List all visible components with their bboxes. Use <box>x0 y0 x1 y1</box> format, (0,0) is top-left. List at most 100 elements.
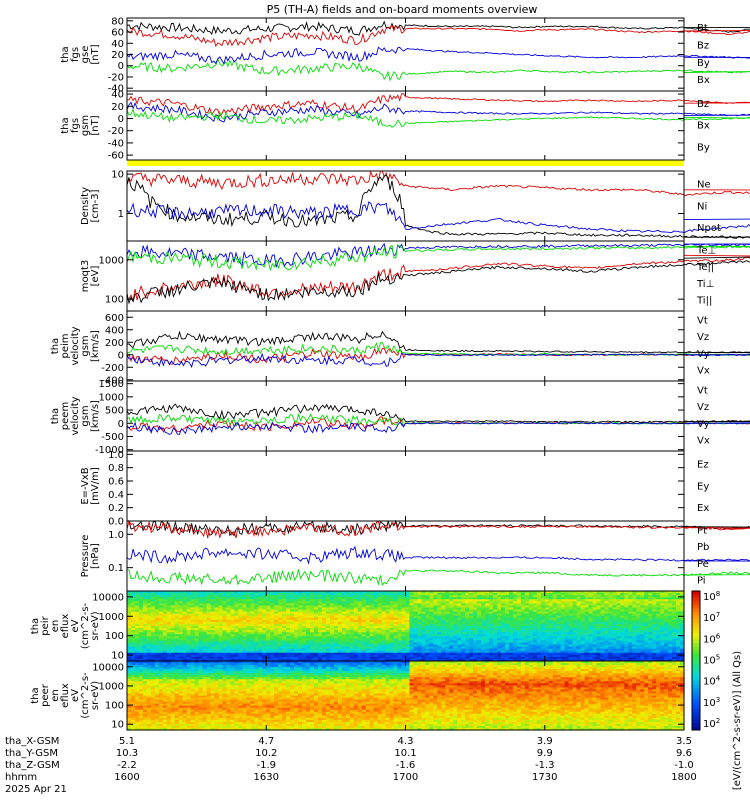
spectrogram-cell <box>524 613 530 617</box>
spectrogram-cell <box>441 609 446 613</box>
spectrogram-cell <box>576 640 582 644</box>
spectrogram-cell <box>628 621 633 625</box>
spectrogram-cell <box>668 646 673 650</box>
spectrogram-cell <box>516 595 522 598</box>
spectrogram-cell <box>290 615 295 619</box>
spectrogram-cell <box>166 597 172 600</box>
spectrogram-cell <box>385 593 391 596</box>
spectrogram-cell <box>528 601 534 604</box>
spectrogram-cell <box>584 640 590 644</box>
spectrogram-cell <box>194 597 200 600</box>
spectrogram-cell <box>218 636 224 639</box>
spectrogram-cell <box>421 632 426 635</box>
spectrogram-cell <box>672 619 677 623</box>
spectrogram-cell <box>413 638 419 642</box>
spectrogram-cell <box>652 632 657 635</box>
spectrogram-cell <box>536 593 542 596</box>
spectrogram-cell <box>127 652 132 656</box>
spectrogram-cell <box>588 652 594 656</box>
spectrogram-cell <box>238 591 243 594</box>
spectrogram-cell <box>250 623 255 627</box>
spectrogram-cell <box>202 642 208 646</box>
spectrogram-cell <box>230 603 236 607</box>
spectrogram-cell <box>138 634 144 637</box>
spectrogram-cell <box>656 644 661 648</box>
spectrogram-cell <box>353 621 359 625</box>
spectrogram-cell <box>226 623 232 627</box>
spectrogram-cell <box>262 654 267 658</box>
spectrogram-cell <box>242 607 247 611</box>
spectrogram-cell <box>218 656 224 660</box>
spectrogram-cell <box>477 591 482 594</box>
spectrogram-cell <box>656 656 661 660</box>
spectrogram-cell <box>477 626 482 629</box>
spectrogram-cell <box>214 609 220 613</box>
spectrogram-cell <box>162 650 168 654</box>
spectrogram-cell <box>473 623 478 627</box>
spectrogram-cell <box>321 646 327 650</box>
spectrogram-cell <box>580 595 586 598</box>
spectrogram-cell <box>206 644 212 648</box>
spectrogram-cell <box>441 658 446 662</box>
spectrogram-cell <box>624 654 629 658</box>
spectrogram-cell <box>353 630 359 633</box>
spectrogram-cell <box>170 621 176 625</box>
y-tick-label: 0.8 <box>108 463 124 474</box>
spectrogram-cell <box>206 615 212 619</box>
spectrogram-cell <box>377 654 383 658</box>
spectrogram-cell <box>616 603 621 607</box>
spectrogram-cell <box>238 619 243 623</box>
spectrogram-cell <box>441 626 446 629</box>
spectrogram-cell <box>206 658 212 662</box>
spectrogram-cell <box>250 605 255 609</box>
spectrogram-cell <box>298 601 303 604</box>
spectrogram-cell <box>190 654 196 658</box>
spectrogram-cell <box>214 654 220 658</box>
spectrogram-cell <box>652 623 657 627</box>
spectrogram-cell <box>294 619 299 623</box>
spectrogram-cell <box>150 656 156 660</box>
spectrogram-cell <box>556 609 562 613</box>
spectrogram-cell <box>457 599 462 602</box>
spectrogram-cell <box>580 630 586 633</box>
spectrogram-cell <box>242 642 247 646</box>
spectrogram-cell <box>489 628 494 631</box>
spectrogram-cell <box>600 605 606 609</box>
spectrogram-cell <box>353 634 359 637</box>
spectrogram-cells <box>127 591 685 662</box>
spectrogram-cell <box>556 621 562 625</box>
spectrogram-cell <box>258 628 263 631</box>
spectrogram-cell <box>421 603 426 607</box>
spectrogram-cell <box>445 628 450 631</box>
spectrogram-cell <box>333 626 339 629</box>
spectrogram-cell <box>401 601 407 604</box>
spectrogram-cell <box>588 656 594 660</box>
spectrogram-cell <box>397 658 403 662</box>
spectrogram-cell <box>302 642 307 646</box>
spectrogram-cell <box>608 648 613 652</box>
spectrogram-cell <box>258 636 263 639</box>
y-tick-label: 1500 <box>99 379 124 390</box>
spectrogram-cell <box>413 609 419 613</box>
spectrogram-cell <box>254 619 259 623</box>
spectrogram-cell <box>178 609 184 613</box>
spectrogram-cell <box>162 646 168 650</box>
spectrogram-cell <box>202 634 208 637</box>
spectrogram-cell <box>600 623 606 627</box>
spectrogram-cell <box>385 595 391 598</box>
spectrogram-cell <box>238 630 243 633</box>
spectrogram-cell <box>357 656 363 660</box>
spectrogram-cell <box>254 644 259 648</box>
spectrogram-cell <box>656 597 661 600</box>
spectrogram-cell <box>286 617 291 621</box>
spectrogram-cell <box>162 630 168 633</box>
spectrogram-cell <box>278 652 283 656</box>
spectrogram-cell <box>182 638 188 642</box>
spectrogram-cell <box>564 613 570 617</box>
spectrogram-cell <box>608 654 613 658</box>
spectrogram-cell <box>158 593 164 596</box>
spectrogram-cell <box>146 597 152 600</box>
spectrogram-cell <box>449 605 454 609</box>
spectrogram-cell <box>421 650 426 654</box>
